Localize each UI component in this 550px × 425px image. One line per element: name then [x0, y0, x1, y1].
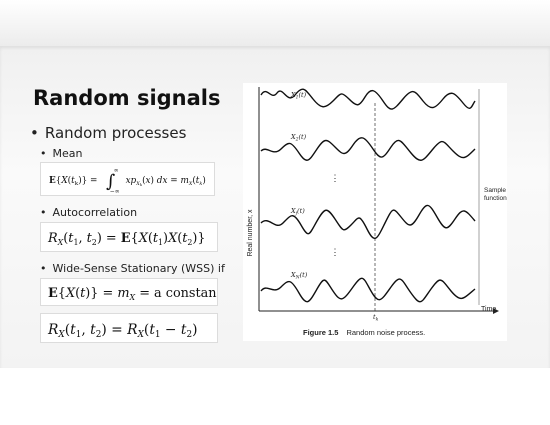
- bottom-band: [0, 368, 550, 425]
- bullet-dot: •: [30, 124, 39, 142]
- figure-caption-text: Random noise process.: [346, 328, 425, 337]
- tk-label: tk: [373, 313, 379, 323]
- bullet-random-processes-text: Random processes: [45, 124, 187, 142]
- equation-wss-autocorrelation: RX(t1, t2) = RX(t1 − t2): [40, 313, 218, 343]
- equation-wss-mean-graphic: E{X(t)} = mX = a constant: [47, 279, 217, 305]
- random-noise-figure: Real number, x ⋮ ⋮ X1(t) X2(t) Xj(t) XN(…: [243, 83, 507, 341]
- svg-text:xpXk(x) dx = mX(tk): xpXk(x) dx = mX(tk): [126, 175, 206, 187]
- svg-text:RX(t1, t2) = RX(t1 − t2): RX(t1, t2) = RX(t1 − t2): [47, 322, 198, 340]
- equation-wss-autocorrelation-graphic: RX(t1, t2) = RX(t1 − t2): [47, 314, 217, 342]
- slide-title: Random signals: [33, 86, 221, 110]
- figure-caption: Figure 1.5 Random noise process.: [303, 328, 425, 337]
- signal-label-1: X1(t): [290, 91, 307, 101]
- svg-text:RX(t1, t2) = E{X(t1)X(t2)}: RX(t1, t2) = E{X(t1)X(t2)}: [47, 231, 206, 247]
- svg-text:E{X(tk)} =: E{X(tk)} =: [49, 175, 98, 187]
- sample-functions-label-line1: Sample: [484, 187, 506, 194]
- sample-function-2: [261, 138, 475, 160]
- signal-label-n: XN(t): [290, 271, 308, 281]
- figure-graphic: Real number, x ⋮ ⋮ X1(t) X2(t) Xj(t) XN(…: [243, 83, 507, 328]
- sample-function-n: [261, 278, 475, 301]
- bullet-wss-text: Wide-Sense Stationary (WSS) if: [53, 262, 225, 275]
- signal-label-2: X2(t): [290, 133, 307, 143]
- bullet-dot: •: [40, 147, 47, 160]
- bullet-mean: • Mean: [40, 147, 82, 160]
- bullet-dot: •: [40, 206, 47, 219]
- equation-mean-graphic: E{X(tk)} = ∫ ∞ −∞ xpXk(x) dx = mX(tk): [47, 163, 214, 195]
- ellipsis-icon: ⋮: [331, 247, 340, 257]
- svg-text:E{X(t)} = mX = a constant: E{X(t)} = mX = a constant: [48, 286, 217, 302]
- bullet-dot: •: [40, 262, 47, 275]
- svg-text:−∞: −∞: [110, 189, 120, 195]
- top-band: [0, 0, 550, 46]
- equation-mean: E{X(tk)} = ∫ ∞ −∞ xpXk(x) dx = mX(tk): [40, 162, 215, 196]
- equation-autocorrelation-graphic: RX(t1, t2) = E{X(t1)X(t2)}: [47, 223, 217, 251]
- bullet-autocorrelation: • Autocorrelation: [40, 206, 137, 219]
- y-axis-label: Real number, x: [247, 209, 254, 257]
- ellipsis-icon: ⋮: [331, 173, 340, 183]
- bullet-autocorrelation-text: Autocorrelation: [53, 206, 138, 219]
- bullet-random-processes: • Random processes: [30, 124, 186, 142]
- x-axis-label: Time: [481, 306, 496, 313]
- bullet-mean-text: Mean: [53, 147, 83, 160]
- sample-functions-label-line2: functions: [484, 195, 507, 202]
- svg-text:∞: ∞: [114, 168, 119, 174]
- equation-wss-mean: E{X(t)} = mX = a constant: [40, 278, 218, 306]
- figure-caption-number: Figure 1.5: [303, 328, 338, 337]
- equation-autocorrelation: RX(t1, t2) = E{X(t1)X(t2)}: [40, 222, 218, 252]
- bullet-wss: • Wide-Sense Stationary (WSS) if: [40, 262, 225, 275]
